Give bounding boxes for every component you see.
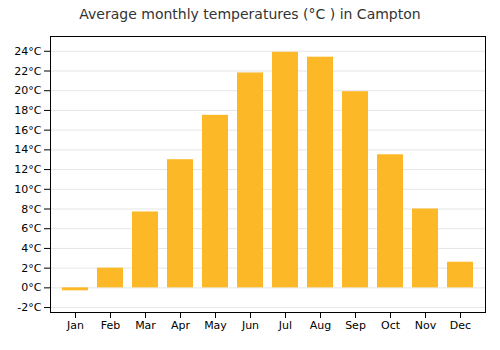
- svg-text:10°C: 10°C: [14, 183, 41, 196]
- svg-text:24°C: 24°C: [14, 45, 41, 58]
- svg-text:6°C: 6°C: [21, 222, 41, 235]
- svg-text:Sep: Sep: [345, 319, 366, 332]
- svg-text:Mar: Mar: [135, 319, 156, 332]
- svg-text:Feb: Feb: [101, 319, 120, 332]
- svg-text:20°C: 20°C: [14, 84, 41, 97]
- html-text:Average monthly temperatures (: Average monthly temperatures (°C ) in Ca…: [79, 6, 421, 22]
- svg-text:16°C: 16°C: [14, 124, 41, 137]
- svg-text:12°C: 12°C: [14, 163, 41, 176]
- svg-text:22°C: 22°C: [14, 65, 41, 78]
- svg-text:Aug: Aug: [310, 319, 331, 332]
- svg-text:Nov: Nov: [415, 319, 437, 332]
- svg-text:Jul: Jul: [278, 319, 292, 332]
- svg-text:0°C: 0°C: [21, 281, 41, 294]
- svg-text:8°C: 8°C: [21, 203, 41, 216]
- svg-text:-2°C: -2°C: [17, 301, 41, 314]
- svg-text:4°C: 4°C: [21, 242, 41, 255]
- svg-text:Dec: Dec: [450, 319, 471, 332]
- svg-text:Jan: Jan: [66, 319, 84, 332]
- svg-text:14°C: 14°C: [14, 143, 41, 156]
- svg-text:18°C: 18°C: [14, 104, 41, 117]
- svg-text:Oct: Oct: [381, 319, 401, 332]
- svg-text:Apr: Apr: [171, 319, 191, 332]
- svg-text:2°C: 2°C: [21, 262, 41, 275]
- svg-text:Jun: Jun: [241, 319, 259, 332]
- svg-text:May: May: [204, 319, 227, 332]
